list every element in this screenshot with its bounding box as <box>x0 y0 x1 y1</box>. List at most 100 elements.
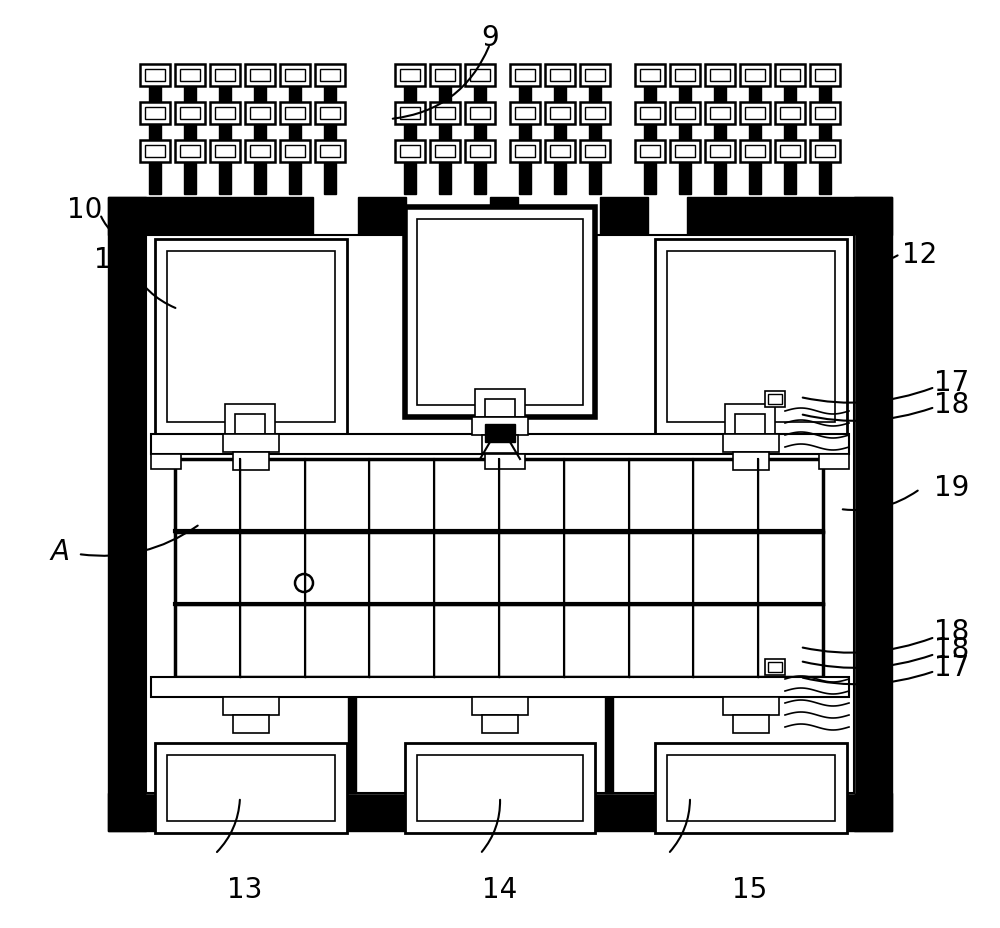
Bar <box>784 80 796 195</box>
Bar <box>155 239 347 434</box>
Bar <box>675 146 695 158</box>
Bar <box>510 103 540 125</box>
Bar <box>233 453 269 470</box>
Text: 10: 10 <box>67 196 103 224</box>
Bar <box>250 70 270 82</box>
Bar <box>324 80 336 195</box>
Bar <box>475 390 525 418</box>
Bar <box>465 65 495 87</box>
Bar <box>180 70 200 82</box>
Bar <box>472 418 528 435</box>
Bar <box>167 755 335 821</box>
Bar <box>635 103 665 125</box>
Bar <box>510 141 540 162</box>
Bar <box>215 70 235 82</box>
Bar <box>405 743 595 833</box>
Bar <box>145 70 165 82</box>
Bar <box>140 103 170 125</box>
Bar <box>667 755 835 821</box>
Bar <box>430 103 460 125</box>
Bar <box>395 65 425 87</box>
Bar <box>550 70 570 82</box>
Bar <box>223 697 279 715</box>
Bar <box>485 424 515 443</box>
Bar <box>775 141 805 162</box>
Text: 18: 18 <box>934 391 970 419</box>
Bar <box>655 743 847 833</box>
Bar <box>585 146 605 158</box>
Bar <box>485 400 515 418</box>
Bar <box>819 455 849 470</box>
Bar <box>210 103 240 125</box>
Bar <box>815 146 835 158</box>
Bar <box>733 715 769 733</box>
Bar <box>775 103 805 125</box>
Text: 9: 9 <box>481 24 499 52</box>
Bar <box>775 65 805 87</box>
Bar <box>710 108 730 120</box>
Text: 18: 18 <box>934 617 970 645</box>
Bar <box>180 108 200 120</box>
Bar <box>723 697 779 715</box>
Bar <box>280 141 310 162</box>
Bar <box>714 80 726 195</box>
Bar <box>219 80 231 195</box>
Bar <box>250 146 270 158</box>
Bar <box>289 80 301 195</box>
Bar <box>145 146 165 158</box>
Bar <box>210 141 240 162</box>
Bar <box>175 459 823 677</box>
Bar <box>400 70 420 82</box>
Bar <box>675 108 695 120</box>
Bar <box>655 239 847 434</box>
Bar <box>395 103 425 125</box>
Bar <box>815 108 835 120</box>
Bar <box>675 70 695 82</box>
Bar <box>151 455 181 470</box>
Bar <box>485 455 525 470</box>
Bar <box>474 80 486 195</box>
Bar <box>550 146 570 158</box>
Text: 17: 17 <box>934 653 970 681</box>
Bar <box>635 65 665 87</box>
Bar <box>358 198 406 397</box>
Text: 13: 13 <box>227 875 263 903</box>
Bar <box>780 146 800 158</box>
Bar <box>470 70 490 82</box>
Bar <box>435 108 455 120</box>
Bar <box>108 198 146 831</box>
Bar <box>223 434 279 453</box>
Bar <box>644 80 656 195</box>
Bar <box>465 103 495 125</box>
Bar <box>184 80 196 195</box>
Bar <box>515 70 535 82</box>
Bar <box>235 415 265 434</box>
Bar <box>417 220 583 406</box>
Bar <box>280 103 310 125</box>
Bar <box>815 70 835 82</box>
Bar <box>515 146 535 158</box>
Bar <box>580 103 610 125</box>
Bar <box>245 103 275 125</box>
Bar <box>180 146 200 158</box>
Bar <box>315 65 345 87</box>
Bar <box>670 103 700 125</box>
Bar <box>417 755 583 821</box>
Bar <box>435 146 455 158</box>
Bar <box>167 251 335 422</box>
Bar <box>810 65 840 87</box>
Bar <box>810 103 840 125</box>
Bar <box>600 198 648 397</box>
Bar <box>140 65 170 87</box>
Bar <box>470 108 490 120</box>
Bar <box>635 141 665 162</box>
Bar <box>749 80 761 195</box>
Bar <box>515 108 535 120</box>
Bar <box>472 697 528 715</box>
Bar <box>519 80 531 195</box>
Bar <box>605 575 613 793</box>
Text: 17: 17 <box>934 368 970 396</box>
Bar <box>670 141 700 162</box>
Bar <box>780 70 800 82</box>
Bar <box>580 141 610 162</box>
